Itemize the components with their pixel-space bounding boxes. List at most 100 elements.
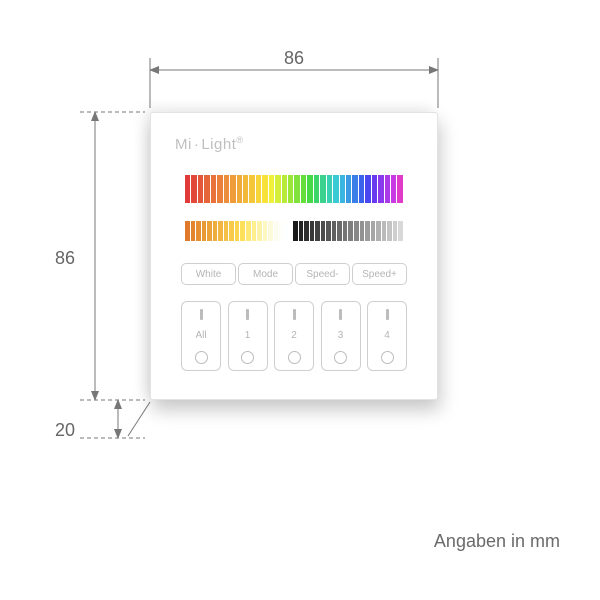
speed--button[interactable]: Speed+ — [352, 263, 407, 285]
zone-all-button[interactable]: All — [181, 301, 221, 371]
color-segment — [196, 221, 201, 241]
color-segment — [320, 175, 325, 203]
color-segment — [387, 221, 392, 241]
color-segment — [348, 221, 353, 241]
color-segment — [268, 221, 273, 241]
color-segment — [224, 175, 229, 203]
zone-4-button[interactable]: 4 — [367, 301, 407, 371]
color-segment — [249, 175, 254, 203]
zone-label: 1 — [245, 330, 251, 341]
color-segment — [224, 221, 229, 241]
power-off-icon — [288, 351, 301, 364]
color-segment — [391, 175, 396, 203]
color-segment — [185, 221, 190, 241]
brand-dot: · — [192, 136, 202, 153]
dim-height-label: 86 — [55, 248, 75, 269]
color-segment — [393, 221, 398, 241]
color-segment — [321, 221, 326, 241]
color-segment — [359, 175, 364, 203]
zone-1-button[interactable]: 1 — [228, 301, 268, 371]
color-segment — [230, 175, 235, 203]
color-segment — [218, 221, 223, 241]
color-segment — [333, 175, 338, 203]
power-on-icon — [386, 309, 389, 320]
power-off-icon — [241, 351, 254, 364]
color-segment — [269, 175, 274, 203]
brand-b: Light — [201, 136, 236, 153]
color-segment — [365, 175, 370, 203]
color-segment — [299, 221, 304, 241]
rgb-color-slider[interactable] — [185, 175, 403, 203]
color-segment — [365, 221, 370, 241]
color-segment — [274, 221, 279, 241]
color-segment — [326, 221, 331, 241]
mode-button-row: WhiteModeSpeed-Speed+ — [181, 263, 407, 285]
color-segment — [337, 221, 342, 241]
power-off-icon — [334, 351, 347, 364]
brand-mark: ® — [236, 135, 243, 145]
color-segment — [360, 221, 365, 241]
color-segment — [307, 175, 312, 203]
dim-width-label: 86 — [284, 48, 304, 69]
warm-white-slider[interactable] — [185, 221, 295, 241]
color-segment — [275, 175, 280, 203]
color-segment — [191, 175, 196, 203]
color-segment — [246, 221, 251, 241]
color-segment — [237, 175, 242, 203]
zone-label: All — [195, 330, 206, 341]
color-segment — [372, 175, 377, 203]
color-segment — [293, 221, 298, 241]
power-off-icon — [195, 351, 208, 364]
color-segment — [352, 175, 357, 203]
zone-button-row: All 1 2 3 4 — [181, 301, 407, 371]
color-segment — [263, 221, 268, 241]
white-button[interactable]: White — [181, 263, 236, 285]
brand-label: Mi·Light® — [175, 135, 244, 153]
color-segment — [327, 175, 332, 203]
color-segment — [301, 175, 306, 203]
color-segment — [314, 175, 319, 203]
color-segment — [304, 221, 309, 241]
color-segment — [382, 221, 387, 241]
power-on-icon — [293, 309, 296, 320]
color-segment — [202, 221, 207, 241]
color-segment — [288, 175, 293, 203]
color-segment — [240, 221, 245, 241]
color-segment — [217, 175, 222, 203]
zone-3-button[interactable]: 3 — [321, 301, 361, 371]
color-segment — [346, 175, 351, 203]
zone-label: 3 — [338, 330, 344, 341]
power-off-icon — [381, 351, 394, 364]
color-segment — [243, 175, 248, 203]
color-segment — [279, 221, 284, 241]
speed--button[interactable]: Speed- — [295, 263, 350, 285]
color-segment — [262, 175, 267, 203]
color-segment — [398, 221, 403, 241]
color-segment — [207, 221, 212, 241]
color-segment — [185, 175, 190, 203]
diagram-stage: 86 86 20 Mi·Light® WhiteModeSpeed-Speed+… — [0, 0, 600, 600]
color-segment — [310, 221, 315, 241]
color-segment — [213, 221, 218, 241]
color-segment — [235, 221, 240, 241]
color-segment — [378, 175, 383, 203]
power-on-icon — [200, 309, 203, 320]
color-segment — [385, 175, 390, 203]
color-segment — [343, 221, 348, 241]
color-segment — [282, 175, 287, 203]
panel-inner: Mi·Light® WhiteModeSpeed-Speed+ All 1 2 3 4 — [161, 123, 427, 389]
color-segment — [397, 175, 402, 203]
color-segment — [198, 175, 203, 203]
wall-panel: Mi·Light® WhiteModeSpeed-Speed+ All 1 2 3 4 — [150, 112, 438, 400]
color-segment — [285, 221, 290, 241]
mode-button[interactable]: Mode — [238, 263, 293, 285]
zone-2-button[interactable]: 2 — [274, 301, 314, 371]
brightness-slider[interactable] — [293, 221, 403, 241]
zone-label: 2 — [291, 330, 297, 341]
color-segment — [354, 221, 359, 241]
power-on-icon — [246, 309, 249, 320]
color-segment — [257, 221, 262, 241]
color-segment — [211, 175, 216, 203]
color-segment — [252, 221, 257, 241]
color-segment — [294, 175, 299, 203]
